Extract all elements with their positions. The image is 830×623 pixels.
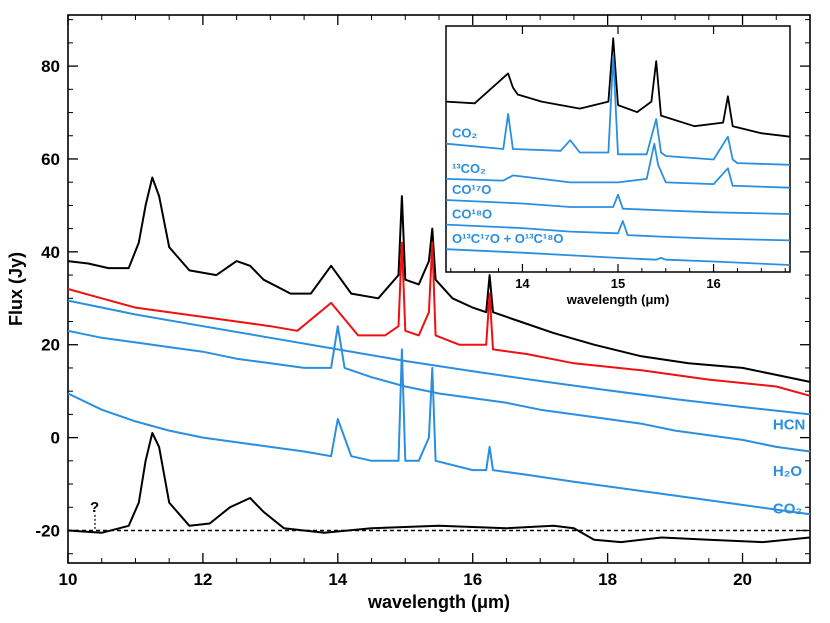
inset-series-inset-co18o <box>445 220 791 242</box>
inset-label-inset-co17o: CO¹⁷O <box>452 182 491 197</box>
inset-series-inset-13co2 <box>445 142 791 189</box>
inset-label-inset-o13c17o: O¹³C¹⁷O + O¹³C¹⁸O <box>452 231 564 246</box>
y-tick-label: 60 <box>41 150 60 169</box>
inset-series-inset-o13c17o <box>445 248 791 266</box>
y-axis-label: Flux (Jy) <box>6 252 26 326</box>
inset-label-inset-co2: CO₂ <box>452 126 478 141</box>
y-tick-label: 0 <box>51 429 60 448</box>
y-tick-label: 80 <box>41 57 60 76</box>
series-label-co2: CO₂ <box>773 500 802 517</box>
x-tick-label: 14 <box>328 570 347 589</box>
inset-series-inset-co2 <box>445 55 791 166</box>
y-tick-label: 20 <box>41 336 60 355</box>
inset-label-inset-13co2: ¹³CO₂ <box>452 161 486 176</box>
inset-x-tick-label: 14 <box>515 276 530 291</box>
inset-plot: 14 15 16 wavelength (μm) CO₂ ¹³CO₂ CO¹⁷O CO¹⁸O O… <box>445 25 791 307</box>
question-mark-annotation: ? <box>90 499 99 516</box>
inset-x-tick-label: 16 <box>706 276 720 291</box>
series-H2O <box>67 325 811 453</box>
inset-series-inset-observed <box>445 37 791 138</box>
series-model-total <box>67 241 811 397</box>
series-observed <box>67 176 811 383</box>
x-tick-label: 20 <box>733 570 752 589</box>
inset-label-inset-co18o: CO¹⁸O <box>452 207 492 222</box>
series-label-h2o: H₂O <box>773 463 802 480</box>
x-tick-label: 18 <box>598 570 617 589</box>
x-axis-label: wavelength (μm) <box>367 592 510 612</box>
x-tick-label: 10 <box>59 570 78 589</box>
y-tick-label: 40 <box>41 243 60 262</box>
inset-series-inset-co17o <box>445 193 791 215</box>
inset-x-axis-label: wavelength (μm) <box>566 292 670 307</box>
series-HCN <box>67 299 811 416</box>
main-plot: 10 12 14 16 18 20 -20 0 20 40 60 80 wavelength (μm) F… <box>6 14 811 612</box>
series-residual <box>67 432 811 544</box>
series-label-hcn: HCN <box>773 417 806 434</box>
series-CO2 <box>67 348 811 516</box>
inset-x-tick-label: 15 <box>611 276 625 291</box>
y-tick-label: -20 <box>35 521 60 540</box>
x-tick-label: 16 <box>463 570 482 589</box>
x-tick-label: 12 <box>193 570 212 589</box>
